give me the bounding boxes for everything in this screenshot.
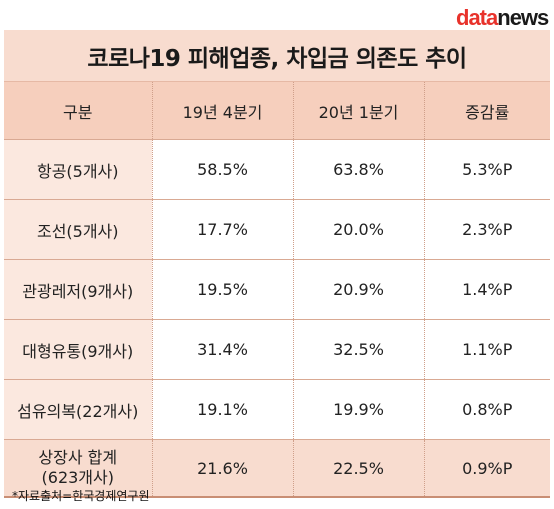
row-q4-2019: 19.1%: [151, 379, 293, 440]
total-sector-line2: (623개사): [41, 468, 114, 487]
total-sector: 상장사 합계 (623개사): [4, 439, 152, 498]
logo-news-text: news: [497, 5, 549, 30]
total-change: 0.9%P: [423, 439, 550, 498]
row-change: 1.1%P: [423, 319, 550, 380]
row-change: 5.3%P: [423, 139, 550, 200]
row-change: 0.8%P: [423, 379, 550, 440]
row-change: 1.4%P: [423, 259, 550, 320]
data-table-container: 코로나19 피해업종, 차입금 의존도 추이 구분 19년 4분기 20년 1분…: [4, 30, 550, 498]
row-sector: 조선(5개사): [4, 199, 152, 260]
row-q1-2020: 63.8%: [292, 139, 424, 200]
row-q1-2020: 20.0%: [292, 199, 424, 260]
table-row: 조선(5개사) 17.7% 20.0% 2.3%P: [4, 199, 550, 260]
table-row: 섬유의복(22개사) 19.1% 19.9% 0.8%P: [4, 379, 550, 440]
source-note: *자료출처=한국경제연구원: [12, 489, 150, 503]
row-q4-2019: 17.7%: [151, 199, 293, 260]
logo-data-text: data: [456, 5, 498, 30]
header-change: 증감률: [423, 82, 550, 140]
total-sector-line1: 상장사 합계: [38, 448, 118, 467]
row-sector: 섬유의복(22개사): [4, 379, 152, 440]
row-q4-2019: 19.5%: [151, 259, 293, 320]
header-row: 구분 19년 4분기 20년 1분기 증감률: [4, 82, 550, 140]
row-q4-2019: 31.4%: [151, 319, 293, 380]
header-category: 구분: [4, 82, 152, 140]
table-title: 코로나19 피해업종, 차입금 의존도 추이: [4, 30, 550, 82]
header-q1-2020: 20년 1분기: [292, 82, 424, 140]
row-sector: 대형유통(9개사): [4, 319, 152, 380]
row-q1-2020: 32.5%: [292, 319, 424, 380]
dependency-table: 구분 19년 4분기 20년 1분기 증감률 항공(5개사) 58.5% 63.…: [4, 82, 550, 498]
row-change: 2.3%P: [423, 199, 550, 260]
header-q4-2019: 19년 4분기: [151, 82, 293, 140]
row-sector: 관광레저(9개사): [4, 259, 152, 320]
datanews-logo: datanews: [456, 6, 550, 30]
total-row: 상장사 합계 (623개사) 21.6% 22.5% 0.9%P: [4, 439, 550, 498]
total-q1-2020: 22.5%: [292, 439, 424, 498]
table-row: 항공(5개사) 58.5% 63.8% 5.3%P: [4, 139, 550, 200]
table-row: 대형유통(9개사) 31.4% 32.5% 1.1%P: [4, 319, 550, 380]
row-q1-2020: 19.9%: [292, 379, 424, 440]
row-q1-2020: 20.9%: [292, 259, 424, 320]
table-row: 관광레저(9개사) 19.5% 20.9% 1.4%P: [4, 259, 550, 320]
row-q4-2019: 58.5%: [151, 139, 293, 200]
total-q4-2019: 21.6%: [151, 439, 293, 498]
row-sector: 항공(5개사): [4, 139, 152, 200]
